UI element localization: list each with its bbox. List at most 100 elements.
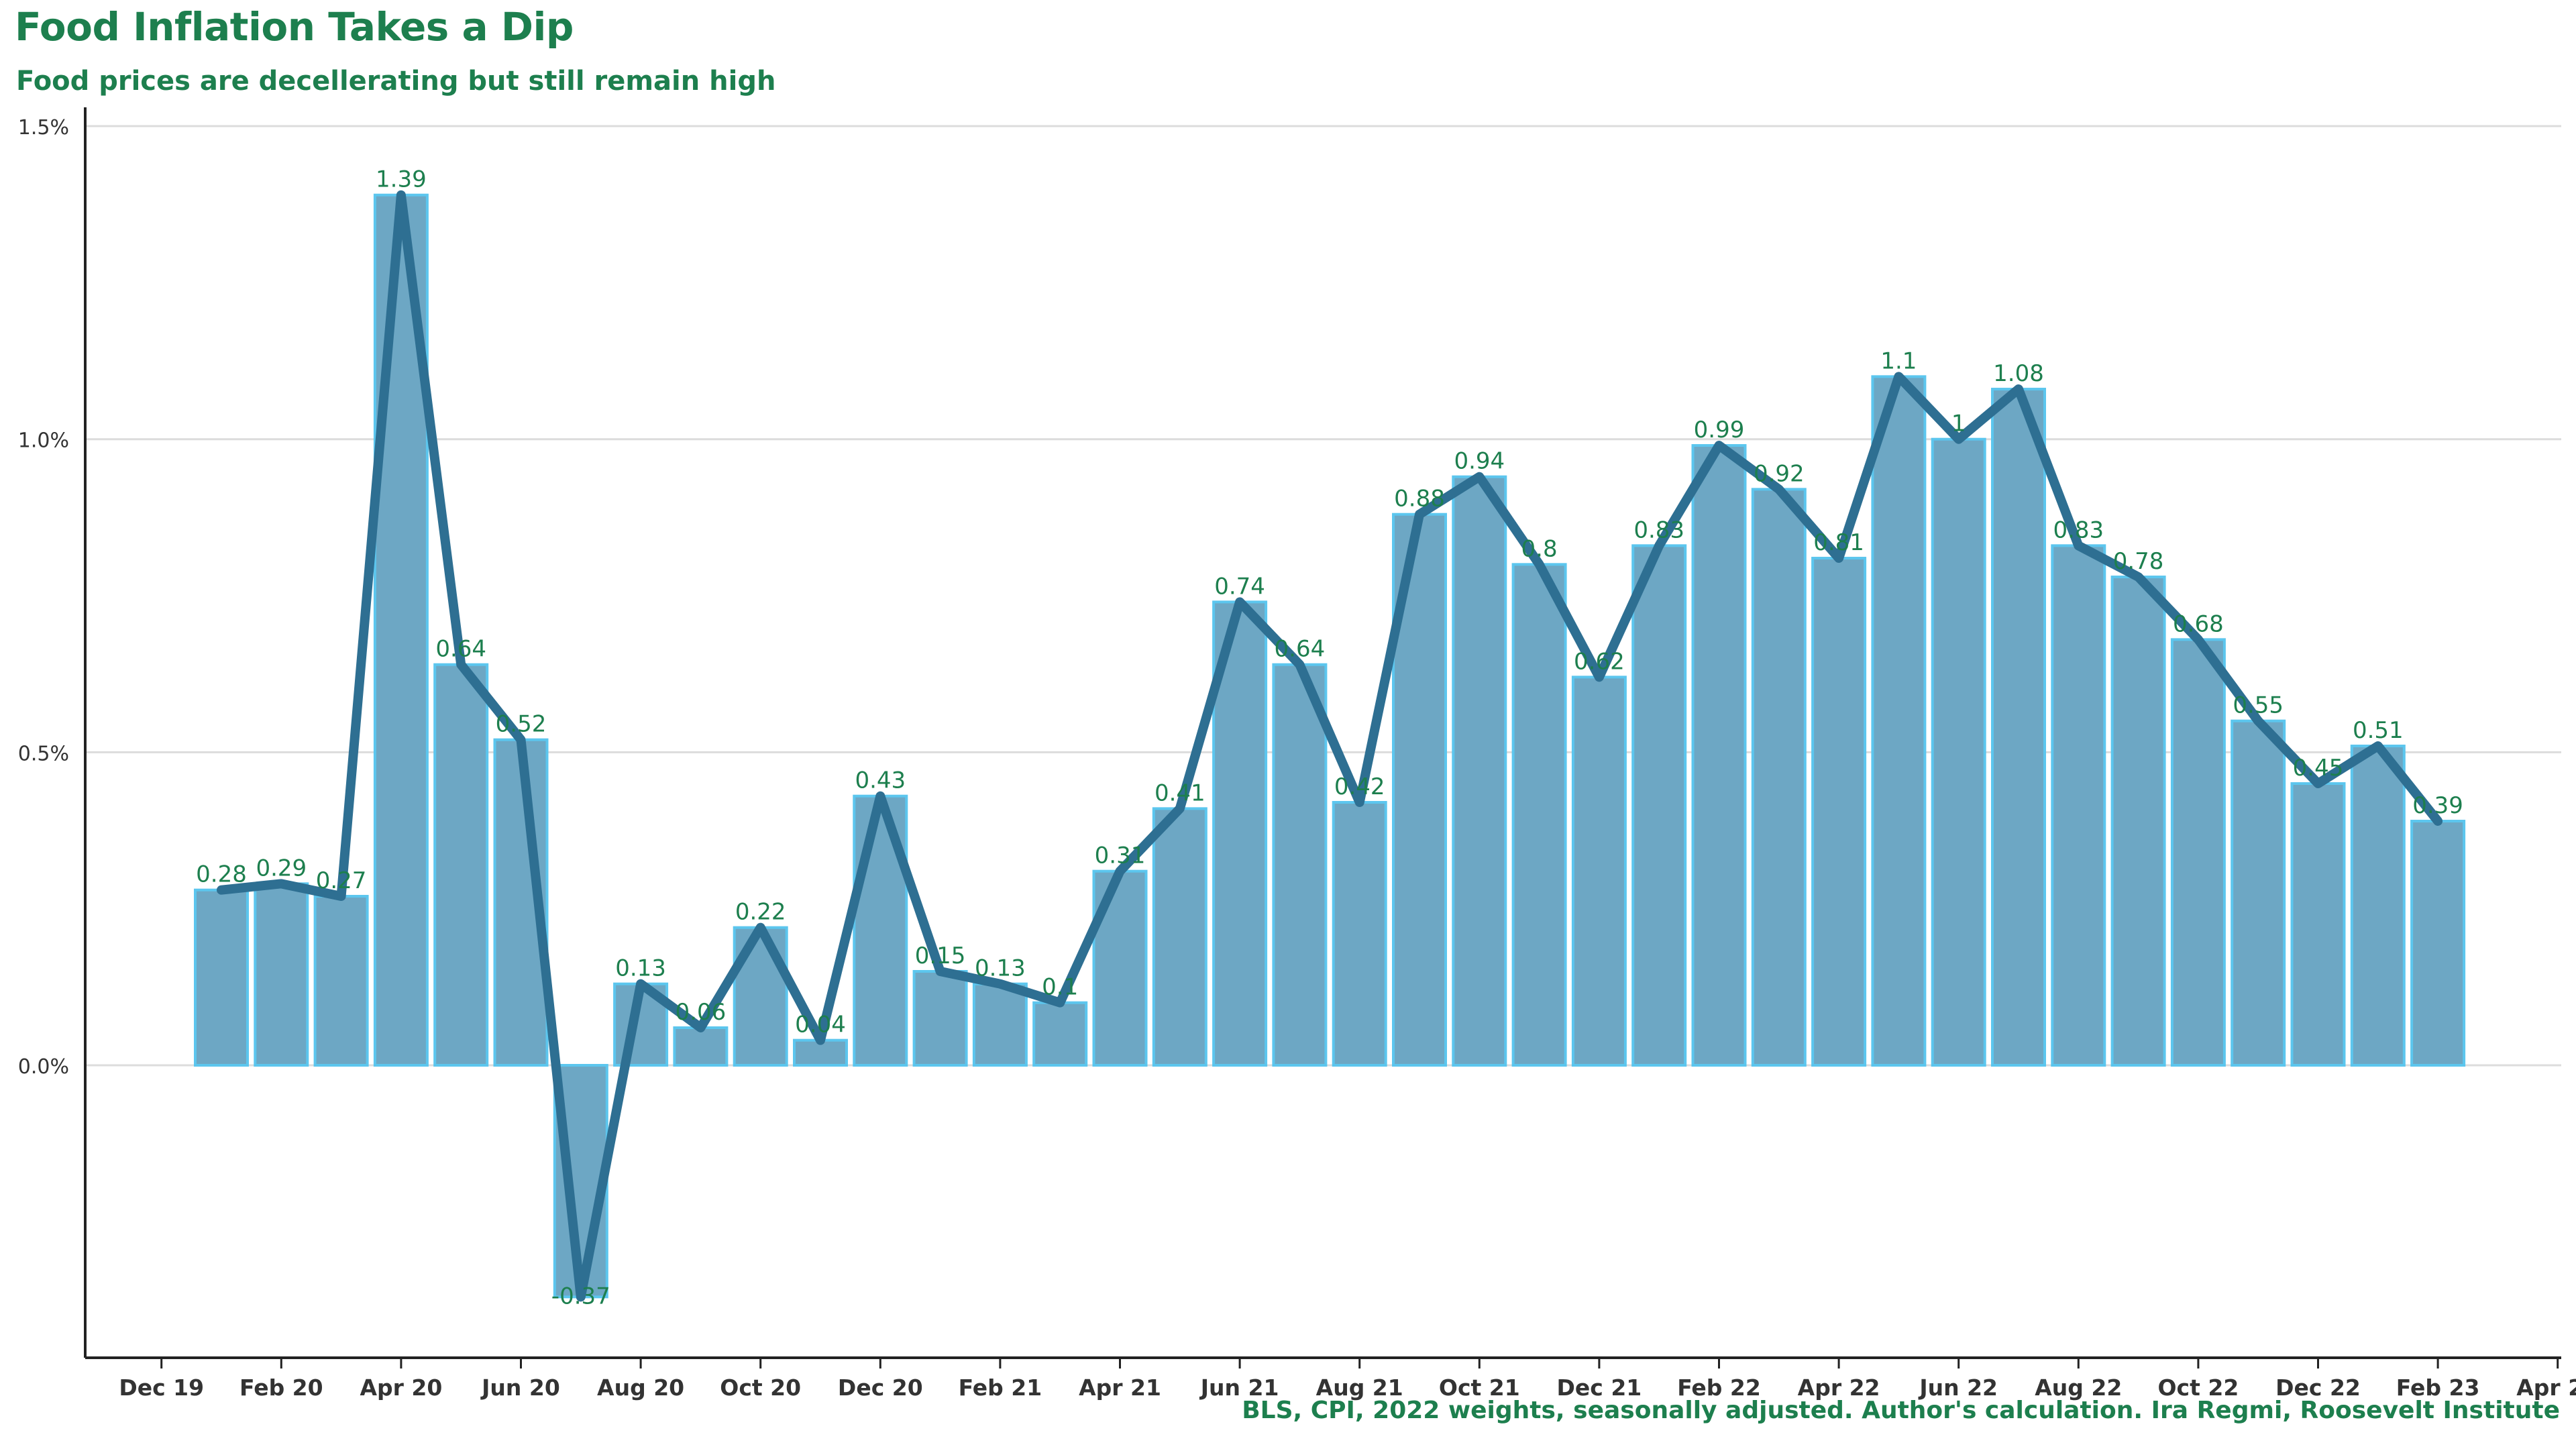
data-label-Jun 21: 0.74 (1214, 573, 1265, 600)
x-tick-label: Feb 23 (2396, 1375, 2480, 1401)
data-label-Oct 20: 0.22 (735, 899, 786, 926)
data-label-Jan 23: 0.51 (2353, 717, 2404, 744)
x-tick-label: Feb 21 (959, 1375, 1042, 1401)
bar-Jul 22 (1991, 388, 2046, 1067)
bar-Sep 20 (673, 1026, 729, 1067)
data-label-Sep 20: 0.06 (676, 999, 727, 1026)
x-tick-label: Apr 23 (2516, 1375, 2576, 1401)
bar-Nov 21 (1511, 563, 1567, 1067)
data-label-Jan 20: 0.28 (196, 861, 247, 888)
x-tick-label: Oct 21 (1439, 1375, 1520, 1401)
bar-Feb 20 (254, 882, 309, 1067)
x-tick-label: Aug 22 (2035, 1375, 2122, 1401)
bar-Oct 21 (1452, 475, 1507, 1067)
bar-Oct 20 (733, 926, 788, 1067)
x-tick-label: Dec 21 (1557, 1375, 1642, 1401)
bar-Jan 23 (2350, 745, 2406, 1067)
data-label-Jun 20: 0.52 (496, 711, 547, 738)
data-label-Feb 23: 0.39 (2412, 792, 2463, 819)
data-label-Oct 22: 0.68 (2173, 610, 2224, 637)
y-tick-label: 1.5% (18, 116, 69, 140)
data-label-Feb 20: 0.29 (256, 855, 307, 881)
bar-Nov 22 (2231, 719, 2286, 1067)
x-tick-label: Oct 20 (720, 1375, 801, 1401)
x-tick-label: Jun 22 (1918, 1375, 1998, 1401)
data-label-Apr 21: 0.31 (1095, 843, 1146, 869)
x-tick-label: Apr 21 (1079, 1375, 1161, 1401)
chart-subtitle: Food prices are decellerating but still … (16, 66, 776, 97)
bar-Jan 20 (194, 888, 249, 1067)
x-tick-label: Dec 22 (2275, 1375, 2361, 1401)
y-tick-label: 0.5% (18, 742, 69, 765)
bar-Dec 22 (2290, 782, 2346, 1067)
bar-Feb 21 (972, 982, 1028, 1067)
bar-Sep 22 (2110, 576, 2166, 1067)
data-labels: 0.28 0.29 0.27 1.39 0.64 0.52 -0.37 0.13 0.06 0.2… (196, 166, 2463, 1310)
data-label-Jan 21: 0.15 (915, 943, 966, 969)
data-label-Aug 20: 0.13 (615, 955, 666, 982)
data-label-Sep 21: 0.88 (1394, 486, 1445, 513)
bar-Jan 22 (1631, 544, 1687, 1067)
data-label-Mar 21: 0.1 (1042, 974, 1078, 1001)
data-label-Nov 22: 0.55 (2233, 692, 2284, 719)
data-label-Dec 20: 0.43 (855, 767, 906, 794)
bar-Aug 21 (1332, 801, 1387, 1067)
x-tick-label: Apr 20 (360, 1375, 442, 1401)
data-label-Aug 22: 0.83 (2053, 517, 2104, 543)
bar-Mar 22 (1751, 488, 1807, 1067)
x-tick-label: Jun 21 (1199, 1375, 1279, 1401)
bar-May 22 (1871, 375, 1927, 1067)
y-tick-label: 1.0% (18, 429, 69, 453)
chart-title: Food Inflation Takes a Dip (15, 4, 574, 50)
bar-Mar 21 (1032, 1001, 1088, 1067)
data-label-Feb 22: 0.99 (1694, 417, 1745, 443)
x-tick-label: Dec 20 (838, 1375, 923, 1401)
x-tick-label: Oct 22 (2157, 1375, 2239, 1401)
bar-Jan 21 (912, 970, 968, 1067)
x-tick-label: Feb 22 (1677, 1375, 1761, 1401)
bar-May 20 (433, 663, 489, 1067)
data-label-Dec 21: 0.62 (1574, 648, 1625, 675)
x-tick-label: Dec 19 (119, 1375, 204, 1401)
x-tick-label: Apr 22 (1798, 1375, 1880, 1401)
bar-May 21 (1152, 807, 1208, 1067)
data-label-Nov 21: 0.8 (1521, 535, 1558, 562)
x-tick-label: Aug 20 (597, 1375, 684, 1401)
data-label-Apr 22: 0.81 (1813, 529, 1864, 556)
data-label-Jul 20: -0.37 (551, 1283, 610, 1309)
data-label-Dec 22: 0.45 (2293, 755, 2344, 782)
y-tick-label: 0.0% (18, 1055, 69, 1079)
bar-Oct 22 (2170, 638, 2226, 1067)
data-label-Oct 21: 0.94 (1454, 448, 1505, 475)
data-label-Apr 20: 1.39 (376, 166, 427, 193)
bar-Dec 21 (1571, 676, 1627, 1067)
source-caption: BLS, CPI, 2022 weights, seasonally adjus… (1242, 1397, 2560, 1424)
trend-line (217, 190, 2443, 1302)
data-label-Jul 21: 0.64 (1275, 636, 1326, 663)
line-series (217, 190, 2443, 1302)
data-label-May 22: 1.1 (1880, 347, 1917, 374)
bar-Jun 22 (1931, 437, 1986, 1067)
axes: 0.0% 0.5% 1.0% 1.5% Dec 19 Feb 20 Apr 20 Jun 20… (18, 107, 2576, 1401)
bar-Feb 23 (2410, 820, 2466, 1067)
data-label-Sep 22: 0.78 (2113, 548, 2164, 575)
data-label-Feb 21: 0.13 (975, 955, 1026, 982)
bar-Aug 22 (2051, 544, 2106, 1067)
bar-Jun 21 (1212, 600, 1268, 1067)
data-label-Jul 22: 1.08 (1993, 360, 2044, 387)
data-label-Aug 21: 0.42 (1334, 773, 1385, 800)
bar-Jul 21 (1272, 663, 1328, 1067)
bar-Feb 22 (1691, 444, 1747, 1067)
data-label-Mar 20: 0.27 (316, 867, 367, 894)
data-label-May 20: 0.64 (435, 636, 486, 663)
data-label-Mar 22: 0.92 (1754, 460, 1805, 487)
bar-Apr 22 (1811, 557, 1867, 1067)
data-label-Nov 20: 0.04 (795, 1012, 846, 1038)
x-tick-label: Jun 20 (480, 1375, 560, 1401)
x-tick-label: Feb 20 (239, 1375, 323, 1401)
bar-Mar 20 (313, 895, 369, 1067)
data-label-May 21: 0.41 (1155, 780, 1205, 806)
data-label-Jun 22: 1 (1951, 411, 1966, 437)
bars (194, 193, 2466, 1299)
